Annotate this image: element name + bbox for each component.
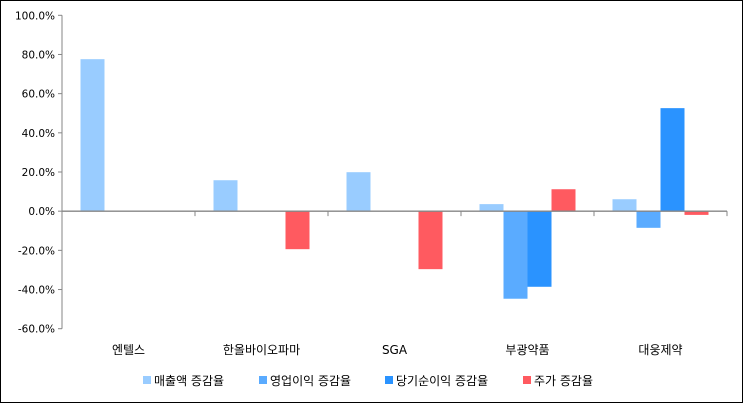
y-tick-label: 0.0% <box>28 206 55 218</box>
bar-3-4 <box>527 211 552 287</box>
x-tick-label: 부광약품 <box>505 342 549 357</box>
legend-label: 당기순이익 증감율 <box>396 374 488 388</box>
x-tick-label: 한올바이오파마 <box>223 343 300 357</box>
y-tick-label: 80.0% <box>22 49 55 61</box>
bar-4-4 <box>551 189 576 212</box>
bar-1-2 <box>213 180 238 212</box>
bar-1-4 <box>479 204 504 212</box>
legend-swatch <box>259 376 267 384</box>
x-tick-label: 대웅제약 <box>638 342 682 357</box>
bar-1-3 <box>346 172 371 212</box>
bar-2-5 <box>636 211 661 228</box>
legend-swatch <box>385 376 393 384</box>
bar-4-5 <box>684 211 709 215</box>
bar-1-5 <box>612 199 637 212</box>
bar-2-4 <box>503 211 528 299</box>
legend-swatch <box>143 376 151 384</box>
bar-4-3 <box>418 211 443 270</box>
bar-4-2 <box>285 211 310 250</box>
y-tick-label: -20.0% <box>18 245 55 257</box>
x-tick-label: 엔텔스 <box>112 343 145 357</box>
y-tick-label: 40.0% <box>22 128 55 140</box>
y-tick-label: 20.0% <box>22 167 55 179</box>
bar-1-1 <box>80 59 105 212</box>
legend-label: 주가 증감율 <box>534 374 593 388</box>
y-tick-label: 100.0% <box>15 10 55 22</box>
x-tick-label: SGA <box>382 343 408 357</box>
legend-swatch <box>523 376 531 384</box>
legend-label: 영업이익 증감율 <box>270 374 351 388</box>
y-tick-label: -60.0% <box>18 324 55 336</box>
legend-label: 매출액 증감율 <box>154 374 224 388</box>
bar-3-5 <box>660 108 685 212</box>
y-tick-label: 60.0% <box>22 89 55 101</box>
y-tick-label: -40.0% <box>18 285 55 297</box>
